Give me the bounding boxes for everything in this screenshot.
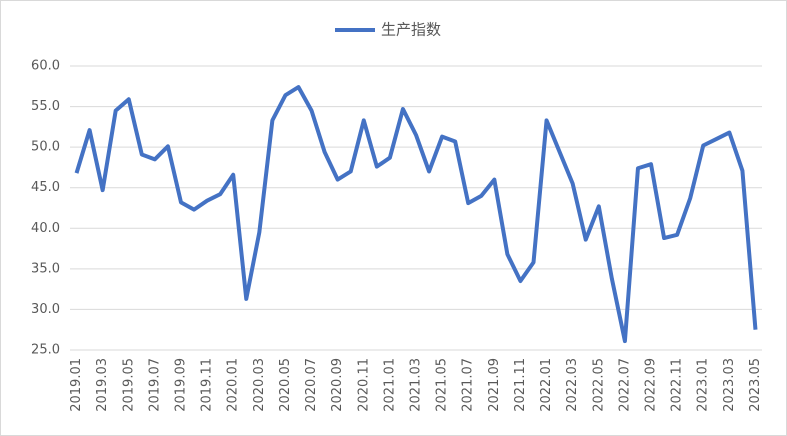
x-tick-label: 2023.05 xyxy=(748,358,763,412)
data-line xyxy=(74,85,758,344)
x-tick-label: 2021.01 xyxy=(382,358,397,412)
x-tick-label: 2021.05 xyxy=(435,358,450,412)
legend-label: 生产指数 xyxy=(381,21,441,39)
x-tick-label: 2020.11 xyxy=(356,358,371,412)
x-tick-label: 2021.09 xyxy=(487,358,502,412)
y-tick-label: 60.0 xyxy=(31,59,60,74)
x-tick-label: 2022.09 xyxy=(644,358,659,412)
x-tick-label: 2022.01 xyxy=(539,358,554,412)
x-tick-label: 2020.07 xyxy=(304,358,319,412)
x-tick-label: 2019.01 xyxy=(69,358,84,412)
x-tick-label: 2022.03 xyxy=(565,358,580,412)
x-tick-label: 2023.01 xyxy=(696,358,711,412)
x-tick-label: 2019.09 xyxy=(173,358,188,412)
x-tick-label: 2019.11 xyxy=(200,358,215,412)
x-tick-label: 2022.05 xyxy=(591,358,606,412)
x-tick-label: 2021.03 xyxy=(409,358,424,412)
x-tick-label: 2019.03 xyxy=(95,358,110,412)
x-tick-label: 2019.07 xyxy=(147,358,162,412)
y-tick-label: 45.0 xyxy=(31,180,60,195)
x-tick-label: 2020.05 xyxy=(278,358,293,412)
x-tick-label: 2023.03 xyxy=(722,358,737,412)
x-tick-label: 2020.09 xyxy=(330,358,345,412)
x-tick-label: 2022.07 xyxy=(617,358,632,412)
y-tick-label: 50.0 xyxy=(31,140,60,155)
x-tick-label: 2021.11 xyxy=(513,358,528,412)
y-tick-label: 35.0 xyxy=(31,261,60,276)
y-tick-label: 25.0 xyxy=(31,343,60,358)
x-tick-label: 2019.05 xyxy=(121,358,136,412)
y-tick-label: 55.0 xyxy=(31,99,60,114)
y-tick-label: 30.0 xyxy=(31,302,60,317)
y-tick-label: 40.0 xyxy=(31,221,60,236)
x-tick-label: 2022.11 xyxy=(670,358,685,412)
x-tick-label: 2021.07 xyxy=(461,358,476,412)
x-tick-label: 2020.01 xyxy=(226,358,241,412)
x-tick-label: 2020.03 xyxy=(252,358,267,412)
